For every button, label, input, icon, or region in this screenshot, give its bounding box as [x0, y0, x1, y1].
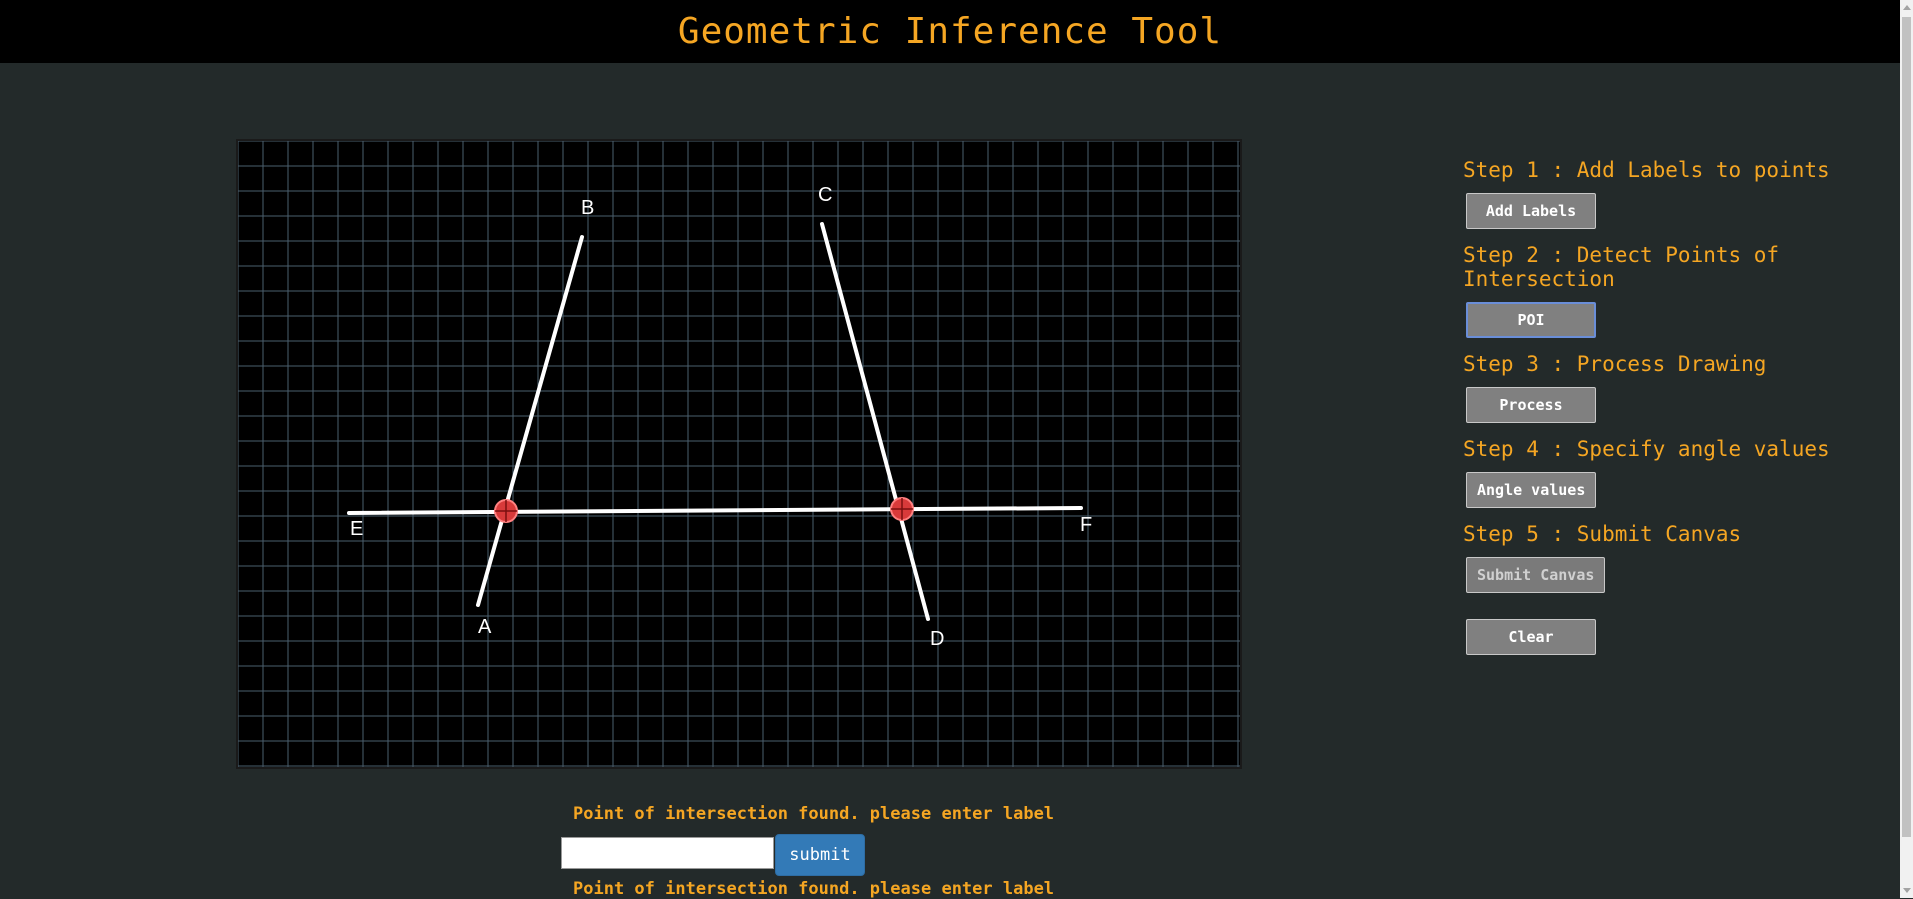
- step-1-title: Step 1 : Add Labels to points: [1463, 158, 1830, 182]
- page-title: Geometric Inference Tool: [677, 11, 1223, 52]
- step-4: Step 4 : Specify angle values Angle valu…: [1463, 437, 1883, 508]
- add-labels-button[interactable]: Add Labels: [1466, 193, 1596, 229]
- step-1: Step 1 : Add Labels to points Add Labels: [1463, 158, 1883, 229]
- app-header: Geometric Inference Tool: [0, 0, 1900, 63]
- intersection-marker-1[interactable]: [494, 499, 518, 523]
- label-input[interactable]: [561, 837, 774, 869]
- process-button[interactable]: Process: [1466, 387, 1596, 423]
- submit-canvas-button[interactable]: Submit Canvas: [1466, 557, 1606, 593]
- step-3-title: Step 3 : Process Drawing: [1463, 352, 1767, 376]
- line-ab[interactable]: [476, 235, 584, 607]
- step-2-title: Step 2 : Detect Points of Intersection: [1463, 243, 1780, 291]
- point-label-a: A: [478, 616, 492, 638]
- submit-button[interactable]: submit: [775, 834, 865, 876]
- point-label-e: E: [350, 518, 363, 540]
- intersection-message-2: Point of intersection found. please ente…: [573, 879, 1055, 899]
- angle-values-button[interactable]: Angle values: [1466, 472, 1597, 508]
- drawing-canvas[interactable]: A B C D E F: [236, 139, 1242, 769]
- intersection-message-1: Point of intersection found. please ente…: [573, 804, 1055, 824]
- intersection-marker-2[interactable]: [890, 497, 914, 521]
- point-label-c: C: [818, 184, 832, 206]
- step-2: Step 2 : Detect Points of Intersection P…: [1463, 243, 1883, 338]
- scroll-up-icon[interactable]: [1903, 5, 1911, 10]
- canvas-grid: [238, 141, 1240, 767]
- page-scrollbar[interactable]: [1900, 0, 1913, 898]
- step-4-title: Step 4 : Specify angle values: [1463, 437, 1830, 461]
- scroll-down-icon[interactable]: [1903, 888, 1911, 893]
- step-5-title: Step 5 : Submit Canvas: [1463, 522, 1742, 546]
- point-label-d: D: [930, 628, 944, 650]
- step-5: Step 5 : Submit Canvas Submit Canvas: [1463, 522, 1883, 593]
- line-ef[interactable]: [347, 506, 1083, 515]
- scroll-thumb[interactable]: [1902, 17, 1911, 837]
- step-3: Step 3 : Process Drawing Process: [1463, 352, 1883, 423]
- drawing-canvas-svg[interactable]: A B C D E F: [238, 141, 1240, 767]
- point-label-f: F: [1080, 514, 1092, 536]
- line-cd[interactable]: [820, 222, 930, 621]
- clear-button[interactable]: Clear: [1466, 619, 1596, 655]
- steps-panel: Step 1 : Add Labels to points Add Labels…: [1463, 158, 1883, 655]
- poi-button[interactable]: POI: [1466, 302, 1596, 338]
- point-label-b: B: [581, 197, 594, 219]
